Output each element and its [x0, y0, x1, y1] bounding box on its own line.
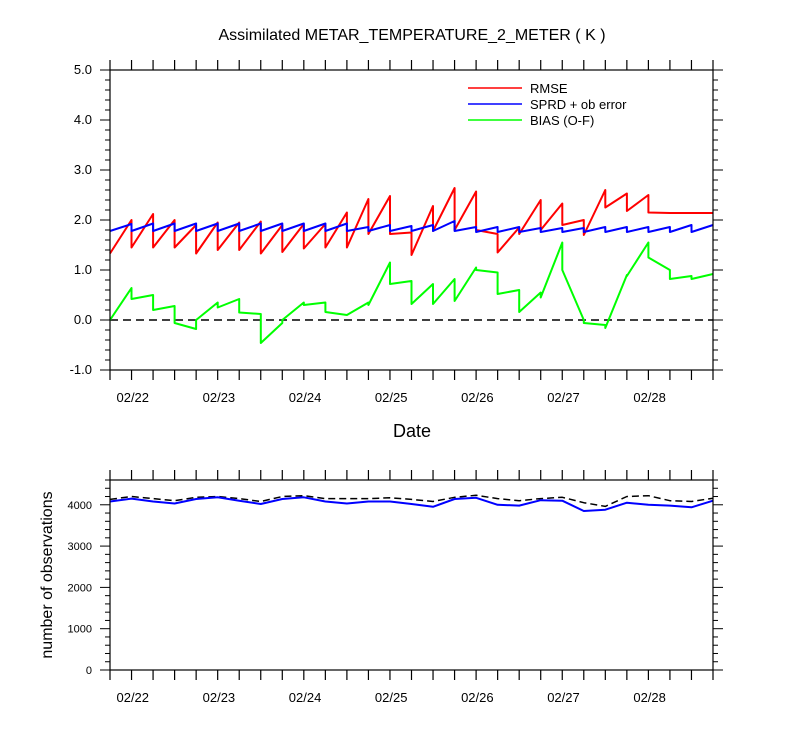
y-tick-label: 1000 [68, 624, 92, 636]
sprd-ob-error-line [109, 220, 714, 233]
x-tick-label: 02/25 [375, 690, 408, 705]
y-tick-label: 0 [86, 665, 92, 677]
x-axis-label: Date [393, 421, 431, 441]
bias-rmse-chart: Assimilated METAR_TEMPERATURE_2_METER ( … [70, 27, 723, 441]
chart-title: Assimilated METAR_TEMPERATURE_2_METER ( … [218, 27, 605, 44]
y-tick-label: 3.0 [74, 162, 92, 177]
x-tick-label: 02/25 [375, 390, 408, 405]
y-tick-label: 1.0 [74, 262, 92, 277]
y-tick-label: 4000 [68, 500, 92, 512]
y-tick-label: 4.0 [74, 112, 92, 127]
observations-assimilated-line [109, 496, 714, 512]
y-tick-label: 3000 [68, 541, 92, 553]
y-tick-label: 2.0 [74, 212, 92, 227]
x-tick-label: 02/23 [203, 390, 236, 405]
legend-label: RMSE [530, 81, 568, 96]
x-tick-label: 02/27 [547, 390, 580, 405]
plot-area: 02/22 02/23 02/24 02/25 02/26 02/27 02/28 0 1000… [68, 470, 723, 705]
plot-area: 02/22 02/23 02/24 02/25 02/26 02/27 02/28 -1.0 0… [70, 60, 723, 405]
y-tick-label: 0.0 [74, 312, 92, 327]
plot-frame [109, 69, 714, 371]
x-tick-label: 02/27 [547, 690, 580, 705]
legend-label: BIAS (O-F) [530, 113, 594, 128]
y-tick-label: 5.0 [74, 62, 92, 77]
plot-frame [109, 479, 714, 671]
observation-count-chart: 02/22 02/23 02/24 02/25 02/26 02/27 02/28 0 1000… [39, 470, 723, 705]
x-tick-label: 02/24 [289, 690, 322, 705]
legend-label: SPRD + ob error [530, 97, 627, 112]
x-tick-label: 02/23 [203, 690, 236, 705]
observations-available-line [109, 494, 714, 508]
x-tick-label: 02/24 [289, 390, 322, 405]
bias-o-f-line [109, 241, 714, 344]
y-tick-label: -1.0 [70, 362, 92, 377]
rmse-line [109, 187, 713, 256]
x-tick-label: 02/28 [633, 690, 666, 705]
x-tick-label: 02/26 [461, 390, 494, 405]
x-tick-label: 02/26 [461, 690, 494, 705]
y-axis-label: number of observations [39, 491, 56, 658]
y-tick-label: 2000 [68, 582, 92, 594]
x-tick-label: 02/22 [116, 390, 149, 405]
x-tick-label: 02/28 [633, 390, 666, 405]
x-tick-label: 02/22 [116, 690, 149, 705]
